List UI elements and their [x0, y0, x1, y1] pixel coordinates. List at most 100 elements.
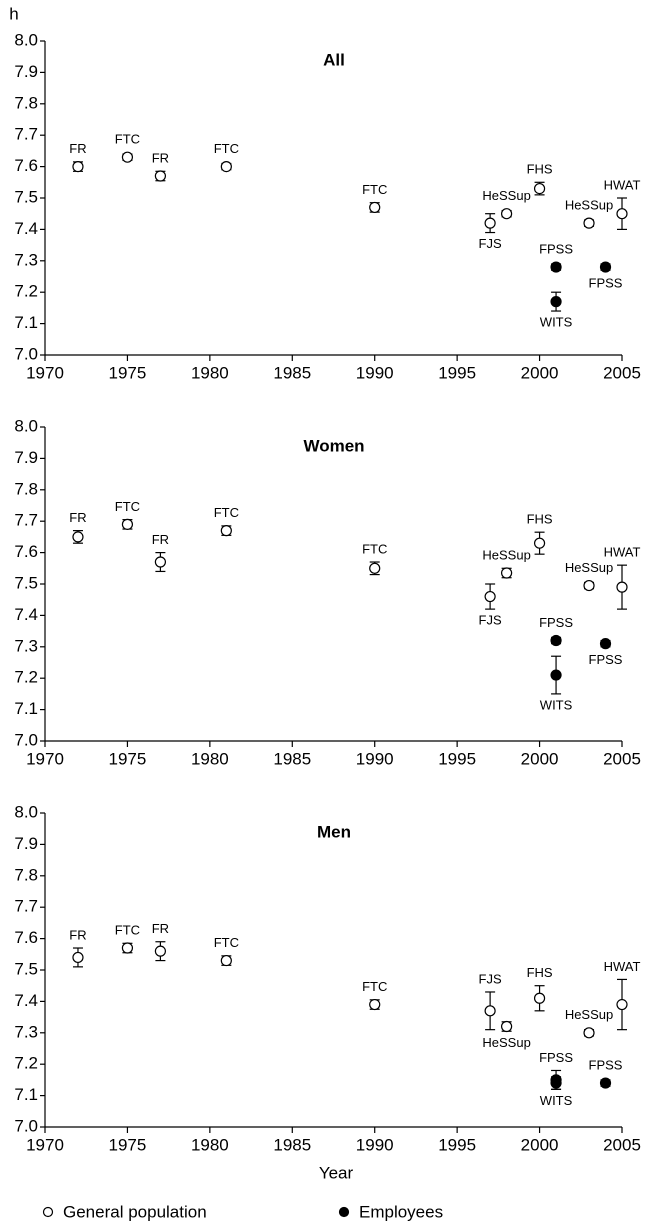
x-tick-label: 2005 [603, 749, 641, 768]
point-label: FTC [362, 182, 387, 197]
x-tick-label: 1995 [438, 363, 476, 382]
point [583, 1027, 595, 1039]
x-tick-label: 2005 [603, 363, 641, 382]
x-tick-label: 1970 [26, 363, 64, 382]
y-tick-label: 7.0 [14, 1116, 38, 1135]
y-tick-label: 7.3 [14, 1022, 38, 1041]
y-tick-label: 7.7 [14, 511, 38, 530]
y-tick-label: 7.9 [14, 62, 38, 81]
y-tick-label: 7.6 [14, 542, 38, 561]
point [121, 151, 134, 163]
point [599, 261, 612, 273]
point-label: FR [152, 150, 169, 165]
x-tick-label: 2005 [603, 1135, 641, 1154]
x-tick-label: 1985 [273, 363, 311, 382]
point-label: FPSS [539, 1050, 573, 1065]
y-tick-label: 7.3 [14, 250, 38, 269]
y-tick-label: 7.6 [14, 928, 38, 947]
point-label: FTC [214, 505, 239, 520]
y-tick-label: 7.8 [14, 93, 38, 112]
x-tick-label: 1990 [356, 1135, 394, 1154]
x-axis-label: Year [319, 1163, 354, 1182]
point [154, 945, 166, 957]
point [121, 942, 134, 954]
point-label: FTC [214, 141, 239, 156]
x-tick-label: 1985 [273, 1135, 311, 1154]
y-tick-label: 7.5 [14, 959, 38, 978]
y-tick-label: 7.2 [14, 668, 38, 687]
point-label: HeSSup [482, 547, 530, 562]
point [72, 951, 84, 964]
chart-title: All [323, 50, 345, 69]
x-tick-label: 1990 [356, 363, 394, 382]
point-label: FTC [115, 132, 140, 147]
y-tick-label: 7.8 [14, 479, 38, 498]
y-tick-label: 7.1 [14, 1085, 38, 1104]
point-label: FPSS [539, 242, 573, 257]
point [533, 182, 546, 195]
legend-label: General population [63, 1202, 207, 1221]
x-tick-label: 1975 [109, 749, 147, 768]
point [154, 556, 166, 568]
x-tick-label: 2000 [521, 363, 559, 382]
point-label: FPSS [539, 615, 573, 630]
point-label: FPSS [589, 276, 623, 291]
point [583, 217, 595, 229]
y-tick-label: 7.1 [14, 313, 38, 332]
point [154, 170, 166, 182]
point-label: FJS [479, 236, 502, 251]
point-label: FPSS [589, 652, 623, 667]
point [220, 954, 232, 967]
x-tick-label: 1970 [26, 1135, 64, 1154]
y-tick-label: 7.2 [14, 282, 38, 301]
point [501, 567, 513, 579]
y-tick-label: 7.4 [14, 605, 38, 624]
y-tick-label: 7.8 [14, 865, 38, 884]
x-tick-label: 1995 [438, 1135, 476, 1154]
point-label: FTC [362, 979, 387, 994]
x-tick-label: 1975 [109, 1135, 147, 1154]
y-tick-label: 7.7 [14, 125, 38, 144]
chart-title: Men [317, 822, 351, 841]
point [599, 1077, 612, 1089]
point [583, 579, 595, 592]
point-label: HeSSup [565, 560, 613, 575]
y-tick-label: 7.5 [14, 573, 38, 592]
x-tick-label: 1990 [356, 749, 394, 768]
point-label: HWAT [604, 545, 641, 560]
legend-marker [338, 1206, 350, 1218]
point [501, 1020, 513, 1033]
x-tick-label: 2000 [521, 749, 559, 768]
point-label: HWAT [604, 959, 641, 974]
point-label: FR [152, 921, 169, 936]
point-label: WITS [540, 1093, 573, 1108]
point [550, 634, 562, 647]
y-tick-label: 7.4 [14, 991, 38, 1010]
point [484, 590, 496, 603]
point-label: FPSS [589, 1057, 623, 1072]
point [72, 161, 84, 173]
point-label: FR [69, 510, 86, 525]
y-tick-label: 8.0 [14, 416, 38, 435]
point [599, 638, 612, 650]
point-label: HeSSup [565, 1007, 613, 1022]
x-tick-label: 1980 [191, 363, 229, 382]
y-tick-label: 7.0 [14, 730, 38, 749]
point-label: WITS [540, 697, 573, 712]
point [220, 525, 232, 537]
y-tick-label: 7.7 [14, 897, 38, 916]
point [550, 261, 562, 273]
point-label: HeSSup [482, 188, 530, 203]
point-label: FTC [115, 499, 140, 514]
point-label: FHS [527, 512, 553, 527]
point-label: HeSSup [565, 198, 613, 213]
x-tick-label: 1985 [273, 749, 311, 768]
point [369, 998, 381, 1011]
point [533, 537, 546, 549]
legend-label: Employees [359, 1202, 443, 1221]
point [220, 161, 232, 173]
point-label: FTC [214, 935, 239, 950]
chart-title: Women [303, 436, 364, 455]
point-label: FR [152, 532, 169, 547]
